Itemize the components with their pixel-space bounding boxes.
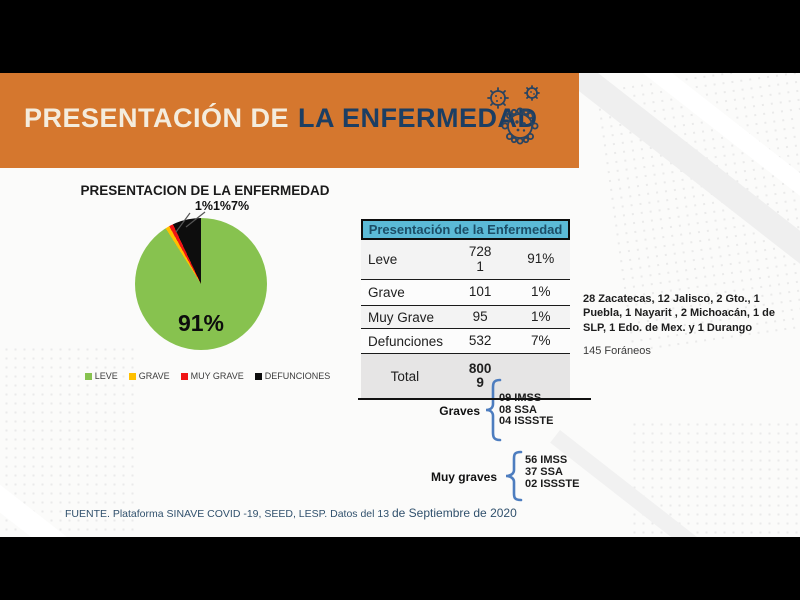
- region-counts-text: 28 Zacatecas, 12 Jalisco, 2 Gto., 1 Pueb…: [583, 293, 775, 334]
- table-row: Leve 728 1 91%: [361, 240, 570, 280]
- row-label: Total: [390, 368, 420, 384]
- legend-swatch: [254, 372, 262, 380]
- row-percent: 1%: [530, 284, 551, 300]
- region-counts: 28 Zacatecas, 12 Jalisco, 2 Gto., 1 Pueb…: [583, 292, 793, 357]
- table-bottom-border: [358, 398, 591, 400]
- table-row: Muy Grave 95 1%: [361, 306, 570, 329]
- table-row: Defunciones 532 7%: [361, 329, 570, 354]
- legend-item: GRAVE: [128, 371, 170, 381]
- legend-swatch: [128, 372, 136, 380]
- legend-label: LEVE: [94, 371, 118, 381]
- pie-slice-labels: 1%1%7%: [194, 199, 250, 213]
- virus-icon: [487, 85, 540, 145]
- row-value: 101: [468, 284, 492, 300]
- table-title: Presentación de la Enfermedad: [361, 219, 570, 240]
- muy-graves-breakdown: 56 IMSS 37 SSA 02 ISSSTE: [525, 454, 580, 491]
- bottom-letterbox-bar: [0, 537, 800, 600]
- curly-brace-icon: [505, 450, 523, 502]
- foraneos-count: 145 Foráneos: [583, 344, 651, 357]
- top-letterbox-bar: [0, 0, 800, 73]
- row-percent: 7%: [530, 332, 551, 348]
- muy-graves-item: 56 IMSS: [525, 454, 568, 466]
- legend-label: MUY GRAVE: [190, 371, 244, 381]
- chart-legend: LEVE GRAVE MUY GRAVE DEFUNCIONES: [75, 371, 340, 381]
- muy-graves-item: 02 ISSSTE: [525, 477, 580, 490]
- row-value: 95: [472, 308, 488, 324]
- graves-item: 04 ISSSTE: [499, 415, 554, 428]
- row-label: Leve: [368, 252, 398, 267]
- legend-item: LEVE: [84, 371, 118, 381]
- legend-swatch: [180, 372, 188, 380]
- row-label: Defunciones: [368, 333, 444, 349]
- row-percent: 91%: [527, 251, 555, 267]
- pie-center-label: 91%: [177, 310, 225, 336]
- legend-item: DEFUNCIONES: [254, 371, 331, 381]
- data-table: Presentación de la Enfermedad Leve 728 1…: [361, 219, 570, 398]
- page-title-light: PRESENTACIÓN DE: [24, 103, 290, 133]
- source-text: FUENTE. Plataforma SINAVE COVID -19, SEE…: [65, 508, 392, 520]
- chart-title: PRESENTACION DE LA ENFERMEDAD: [80, 183, 330, 198]
- table-row: Grave 101 1%: [361, 280, 570, 306]
- row-label: Muy Grave: [368, 309, 435, 325]
- row-value: 728 1: [468, 244, 492, 274]
- muy-graves-item: 37 SSA: [525, 465, 563, 478]
- source-date: de Septiembre de 2020: [392, 506, 517, 520]
- row-value: 800 9: [468, 360, 492, 390]
- row-percent: 1%: [530, 308, 551, 324]
- graves-label: Graves: [439, 404, 480, 418]
- legend-label: GRAVE: [138, 371, 170, 381]
- table-total-row: Total 800 9: [361, 354, 570, 398]
- legend-swatch: [84, 372, 92, 380]
- pie-leader-lines: [175, 211, 206, 233]
- source-note: FUENTE. Plataforma SINAVE COVID -19, SEE…: [65, 506, 517, 520]
- curly-brace-icon: [485, 378, 502, 442]
- legend-label: DEFUNCIONES: [264, 371, 331, 381]
- pie-chart: [135, 218, 267, 350]
- header-banner: PRESENTACIÓN DE LA ENFERMEDAD: [0, 73, 579, 168]
- page-title: PRESENTACIÓN DE LA ENFERMEDAD: [24, 103, 538, 134]
- legend-item: MUY GRAVE: [180, 371, 244, 381]
- row-value: 532: [468, 332, 492, 348]
- graves-item: 08 SSA: [499, 403, 537, 416]
- row-label: Grave: [368, 285, 405, 300]
- muy-graves-label: Muy graves: [430, 470, 497, 484]
